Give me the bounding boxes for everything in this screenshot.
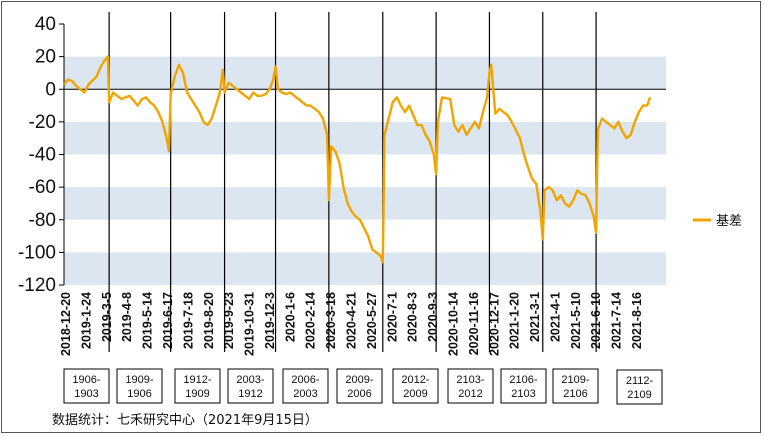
x-axis-ticks: 2018-12-20 2019-1-24 2019-3-5 2019-4-8 2019-… <box>59 292 644 356</box>
contract-box-line1-2: 1912- <box>183 374 211 386</box>
contract-box-line2-0: 1903 <box>74 388 98 400</box>
y-tick-label-5: -60 <box>29 177 56 198</box>
x-tick-label-5: 2019-6-17 <box>161 292 175 349</box>
x-tick-label-2: 2019-3-5 <box>100 292 114 342</box>
contract-box-line1-5: 2009- <box>345 374 373 386</box>
band-0 <box>64 56 666 90</box>
y-tick-label-4: -40 <box>29 145 56 166</box>
x-tick-label-3: 2019-4-8 <box>120 292 134 342</box>
x-tick-label-25: 2021-5-10 <box>569 292 583 349</box>
contract-box-0 <box>63 368 110 404</box>
contract-box-line2-6: 2009 <box>403 388 427 400</box>
x-tick-label-20: 2020-11-16 <box>467 292 481 355</box>
contract-boxes: 1906- 1903 1909- 1906 1912- 1909 2003- 1912 2006… <box>63 368 663 405</box>
x-tick-label-6: 2019-7-18 <box>181 292 195 349</box>
contract-box-line1-1: 1909- <box>125 374 153 386</box>
contract-box-line1-7: 2103- <box>456 374 484 386</box>
contract-box-line1-6: 2012- <box>401 374 429 386</box>
contract-box-line1-9: 2109- <box>561 374 589 386</box>
contract-box-line1-8: 2106- <box>509 374 537 386</box>
x-tick-label-21: 2020-12-17 <box>487 292 501 356</box>
contract-box-7 <box>447 368 494 404</box>
contract-box-9 <box>552 368 599 404</box>
contract-box-10 <box>616 369 663 405</box>
x-tick-label-11: 2020-1-6 <box>283 292 297 342</box>
contract-box-line2-1: 1906 <box>127 388 151 400</box>
contract-box-line2-10: 2109 <box>627 389 651 401</box>
y-tick-label-1: 20 <box>35 47 56 68</box>
x-tick-label-1: 2019-1-24 <box>79 292 93 349</box>
x-tick-label-28: 2021-8-16 <box>630 292 644 349</box>
x-tick-label-7: 2019-8-20 <box>202 292 216 349</box>
contract-box-line1-10: 2112- <box>626 375 654 387</box>
x-tick-label-23: 2021-3-1 <box>528 292 542 342</box>
y-tick-label-8: -120 <box>18 275 56 296</box>
contract-box-1 <box>116 368 163 404</box>
x-tick-label-4: 2019-5-14 <box>141 292 155 349</box>
contract-box-line2-2: 1909 <box>185 388 209 400</box>
contract-box-line2-3: 1912 <box>238 388 262 400</box>
contract-box-line1-4: 2006- <box>291 374 319 386</box>
y-axis-ticks: 40 20 0 -20 -40 -60 -80 -100 -120 <box>18 14 64 296</box>
contract-box-line2-5: 2006 <box>347 388 371 400</box>
contract-box-line1-0: 1906- <box>72 374 100 386</box>
legend-label-jicha: 基差 <box>716 214 742 229</box>
y-tick-label-7: -100 <box>18 242 56 263</box>
x-tick-label-10: 2019-12-3 <box>263 292 277 349</box>
contract-box-4 <box>282 368 329 404</box>
contract-box-2 <box>174 368 221 404</box>
x-tick-label-16: 2020-7-1 <box>385 292 399 342</box>
y-tick-label-0: 40 <box>35 14 56 35</box>
contract-box-5 <box>336 368 383 404</box>
contract-box-8 <box>500 368 547 404</box>
x-tick-label-17: 2020-8-3 <box>406 292 420 342</box>
x-tick-label-9: 2019-10-31 <box>243 292 257 356</box>
contract-box-line2-9: 2106 <box>563 388 587 400</box>
y-tick-label-2: 0 <box>45 79 56 100</box>
contract-box-line2-7: 2012 <box>458 388 482 400</box>
contract-box-6 <box>392 368 439 404</box>
x-tick-label-24: 2021-4-1 <box>548 292 562 342</box>
x-tick-label-22: 2021-1-20 <box>508 292 522 349</box>
y-tick-label-6: -80 <box>29 210 56 231</box>
band-1 <box>64 121 666 155</box>
x-tick-label-0: 2018-12-20 <box>59 292 73 356</box>
background-bands <box>64 56 666 285</box>
x-tick-label-18: 2020-9-3 <box>426 292 440 342</box>
x-tick-label-15: 2020-5-27 <box>365 292 379 349</box>
source-note: 数据统计：七禾研究中心（2021年9月15日） <box>52 413 318 428</box>
x-tick-label-19: 2020-10-14 <box>446 292 460 356</box>
x-tick-label-27: 2021-7-14 <box>610 292 624 349</box>
legend: 基差 <box>693 214 742 229</box>
contract-box-line2-8: 2103 <box>511 388 535 400</box>
contract-box-3 <box>227 368 274 404</box>
series-line-jicha <box>63 55 652 264</box>
x-tick-label-14: 2020-4-21 <box>345 292 359 349</box>
x-tick-label-12: 2020-2-14 <box>304 292 318 349</box>
x-tick-label-13: 2020-3-18 <box>324 292 338 349</box>
x-tick-label-8: 2019-9-23 <box>222 292 236 349</box>
band-3 <box>64 252 666 285</box>
y-tick-label-3: -20 <box>29 112 56 133</box>
contract-box-line1-3: 2003- <box>236 374 264 386</box>
contract-box-line2-4: 2003 <box>293 388 317 400</box>
